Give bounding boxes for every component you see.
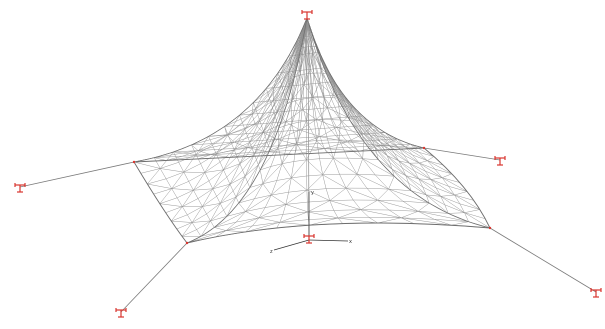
ridge-line [306, 17, 425, 149]
fixed-support-icon [115, 308, 127, 318]
cable-group [19, 147, 597, 313]
fixed-support-icon [301, 10, 313, 20]
membrane-edge [133, 147, 425, 163]
anchor-cable [489, 227, 597, 293]
membrane-edge [186, 222, 491, 244]
fixed-support-icon [590, 288, 602, 298]
y-axis-label: y [311, 190, 314, 196]
membrane-outline [133, 17, 491, 244]
x-axis-line [308, 239, 349, 242]
fixed-support-icon [303, 234, 315, 244]
anchor-cable [19, 161, 135, 188]
ridge-line [133, 17, 308, 163]
support-group [14, 10, 602, 318]
corner-node [422, 146, 426, 150]
membrane-edge [133, 161, 188, 244]
anchor-cable [423, 147, 501, 161]
coordinate-axes-gizmo: x y z [270, 190, 352, 255]
corner-node [132, 160, 136, 164]
anchor-cable [120, 242, 188, 313]
corner-node [488, 226, 492, 230]
membrane-edge [423, 147, 491, 229]
z-axis-line [273, 239, 310, 251]
x-axis-label: x [349, 239, 352, 245]
fixed-support-icon [14, 183, 26, 193]
fixed-support-icon [494, 156, 506, 166]
z-axis-label: z [270, 249, 273, 255]
corner-node [185, 241, 189, 245]
ridge-line [186, 17, 308, 244]
ridge-line [306, 17, 491, 229]
